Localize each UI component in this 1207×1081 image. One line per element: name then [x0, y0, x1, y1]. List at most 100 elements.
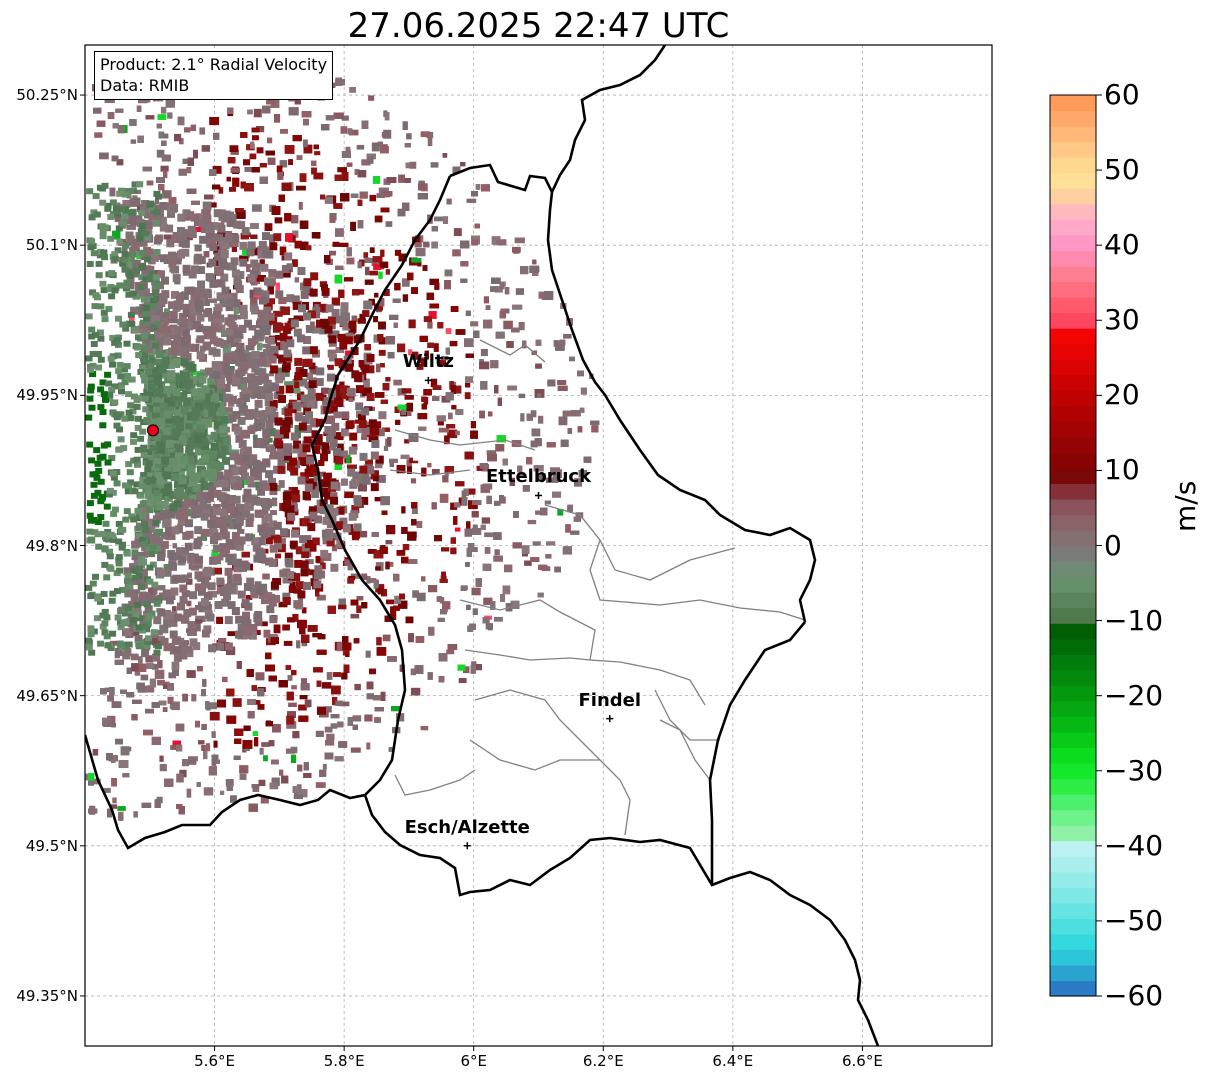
echo-pixel [299, 695, 308, 700]
echo-pixel [171, 701, 180, 711]
echo-pixel [276, 165, 283, 173]
echo-pixel [252, 731, 258, 736]
echo-pixel [378, 321, 386, 330]
echo-pixel [159, 755, 164, 762]
echo-pixel [252, 204, 262, 212]
echo-pixel [137, 135, 144, 143]
echo-pixel [339, 390, 347, 399]
echo-pixel [345, 350, 354, 359]
echo-pixel [383, 129, 392, 139]
echo-pixel [379, 298, 385, 307]
echo-pixel [381, 510, 388, 515]
echo-pixel [379, 546, 388, 554]
echo-pixel [300, 241, 309, 250]
echo-pixel [454, 502, 461, 508]
echo-pixel [291, 215, 299, 224]
echo-pixel [390, 606, 397, 614]
echo-pixel [340, 308, 349, 315]
echo-pixel [553, 340, 560, 347]
echo-pixel [267, 285, 274, 295]
echo-pixel [356, 596, 364, 601]
echo-pixel [193, 371, 201, 376]
echo-pixel [96, 120, 106, 127]
echo-pixel [350, 613, 360, 619]
echo-pixel [373, 316, 378, 323]
echo-pixel [578, 470, 587, 478]
echo-pixel [335, 228, 344, 237]
echo-pixel [494, 286, 503, 293]
echo-pixel [343, 664, 350, 673]
echo-pixel [225, 366, 235, 371]
echo-pixel [387, 352, 395, 359]
echo-pixel [216, 292, 226, 301]
echo-pixel [427, 463, 432, 468]
echo-pixel [197, 666, 203, 672]
echo-pixel [362, 310, 370, 317]
echo-pixel [307, 394, 316, 401]
echo-pixel [428, 585, 438, 593]
echo-pixel [283, 640, 293, 646]
echo-pixel [482, 617, 490, 624]
echo-pixel [186, 167, 192, 174]
echo-pixel [271, 759, 279, 765]
echo-pixel [532, 259, 537, 265]
echo-pixel [321, 124, 330, 131]
echo-pixel [439, 493, 449, 503]
echo-pixel [136, 682, 145, 690]
echo-pixel [341, 672, 348, 680]
echo-pixel [255, 126, 265, 133]
echo-pixel [212, 165, 222, 174]
echo-pixel [239, 377, 250, 383]
echo-pixel [359, 259, 365, 267]
echo-pixel [239, 767, 248, 773]
page-title: 27.06.2025 22:47 UTC [347, 6, 730, 46]
echo-pixel [168, 197, 177, 206]
echo-pixel [401, 556, 409, 564]
echo-pixel [413, 454, 419, 461]
echo-pixel [94, 132, 103, 138]
echo-pixel [259, 259, 265, 266]
echo-pixel [427, 672, 433, 680]
echo-pixel [520, 413, 525, 422]
echo-pixel [195, 619, 203, 624]
echo-pixel [327, 364, 334, 370]
echo-pixel [232, 315, 241, 320]
echo-pixel [373, 263, 382, 270]
echo-pixel [263, 755, 268, 762]
echo-pixel [201, 723, 207, 730]
echo-pixel [349, 87, 356, 93]
echo-pixel [103, 788, 111, 793]
echo-pixel [246, 264, 251, 272]
echo-pixel [482, 563, 492, 571]
echo-pixel [389, 459, 395, 468]
echo-pixel [408, 349, 413, 356]
echo-pixel [438, 653, 448, 662]
echo-pixel [269, 371, 274, 377]
echo-pixel [332, 544, 337, 552]
echo-pixel [510, 600, 520, 609]
echo-pixel [227, 157, 236, 164]
echo-pixel [178, 806, 185, 815]
echo-pixel [350, 599, 359, 606]
echo-pixel [342, 642, 352, 651]
echo-pixel [580, 387, 587, 395]
echo-pixel [321, 448, 327, 456]
echo-pixel [303, 118, 309, 126]
echo-pixel [481, 517, 491, 524]
echo-pixel [232, 177, 240, 187]
echo-pixel [479, 463, 488, 469]
echo-pixel [434, 216, 444, 222]
echo-pixel [363, 378, 370, 387]
echo-pixel [486, 495, 492, 505]
echo-pixel [229, 145, 239, 152]
echo-pixel [288, 585, 296, 593]
echo-pixel [118, 125, 125, 134]
echo-pixel [145, 326, 151, 331]
echo-pixel [118, 811, 124, 821]
echo-pixel [282, 624, 290, 631]
echo-pixel [92, 748, 99, 756]
echo-pixel [255, 700, 261, 705]
echo-pixel [460, 240, 470, 249]
echo-pixel [330, 492, 338, 501]
echo-pixel [88, 808, 98, 814]
